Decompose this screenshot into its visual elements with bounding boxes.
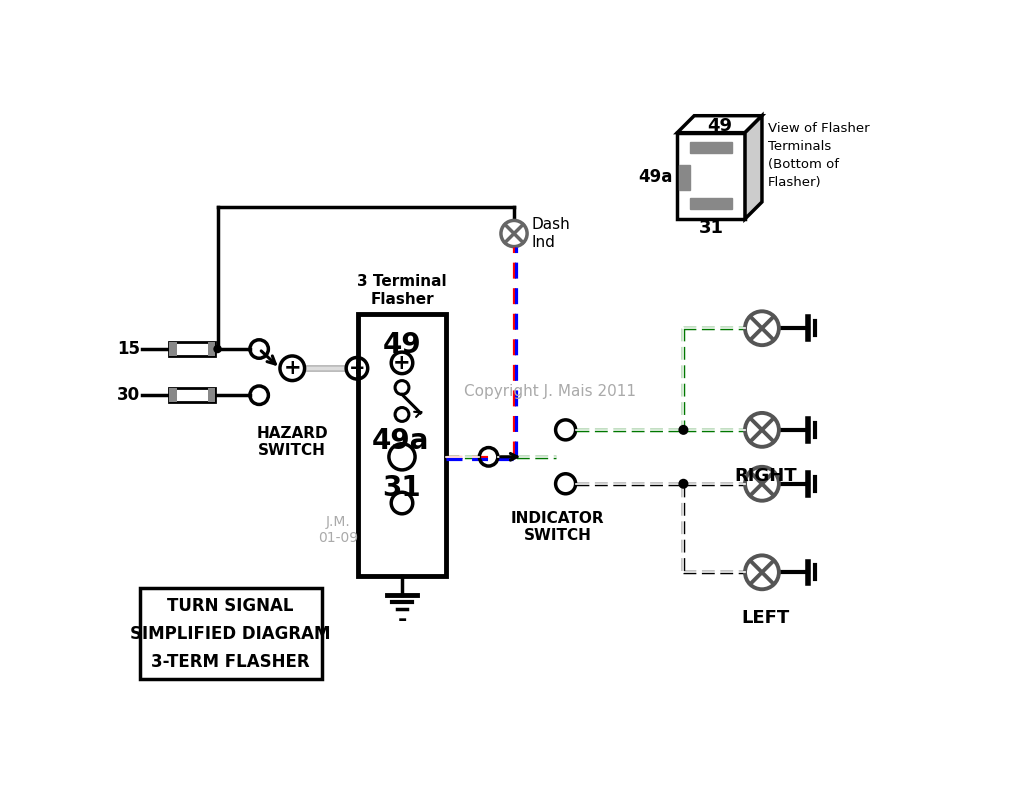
Bar (140, 589, 323, 679)
Circle shape (745, 312, 779, 345)
Text: 3 Terminal
Flasher: 3 Terminal Flasher (357, 274, 446, 307)
Circle shape (679, 479, 688, 489)
Text: 30: 30 (117, 386, 140, 404)
Text: INDICATOR
SWITCH: INDICATOR SWITCH (511, 511, 605, 543)
Circle shape (745, 555, 779, 589)
Text: 49a: 49a (372, 427, 429, 456)
Circle shape (213, 345, 222, 354)
Circle shape (745, 413, 779, 447)
Bar (169, 388, 215, 402)
Text: View of Flasher
Terminals
(Bottom of
Flasher): View of Flasher Terminals (Bottom of Fla… (768, 122, 869, 189)
Circle shape (745, 467, 779, 501)
Circle shape (501, 221, 527, 247)
Text: J.M.
01-09: J.M. 01-09 (318, 515, 358, 545)
Text: Copyright J. Mais 2011: Copyright J. Mais 2011 (464, 384, 636, 399)
Text: +: + (393, 353, 411, 373)
Text: TURN SIGNAL
SIMPLIFIED DIAGRAM
3-TERM FLASHER: TURN SIGNAL SIMPLIFIED DIAGRAM 3-TERM FL… (130, 597, 331, 671)
Text: HAZARD
SWITCH: HAZARD SWITCH (256, 426, 328, 459)
Bar (689, 142, 732, 153)
Polygon shape (745, 115, 762, 219)
Text: 49: 49 (708, 117, 732, 134)
Text: Dash
Ind: Dash Ind (531, 218, 570, 250)
Circle shape (679, 425, 688, 435)
Bar (208, 388, 215, 402)
Bar (677, 133, 745, 219)
Bar (169, 342, 177, 356)
Text: 31: 31 (698, 219, 724, 237)
Text: 31: 31 (383, 474, 421, 501)
Polygon shape (677, 115, 762, 133)
Bar (208, 342, 215, 356)
Bar (689, 198, 732, 209)
Text: 15: 15 (117, 340, 140, 358)
Text: +: + (284, 358, 301, 378)
Text: 49a: 49a (638, 168, 673, 187)
Text: 49: 49 (383, 331, 421, 359)
Text: RIGHT: RIGHT (734, 467, 797, 485)
Text: -: - (397, 610, 407, 630)
Bar (169, 388, 177, 402)
Bar (357, 314, 446, 576)
Text: LEFT: LEFT (741, 609, 790, 627)
Bar (169, 342, 215, 356)
Text: +: + (349, 359, 366, 378)
Bar (679, 165, 689, 190)
